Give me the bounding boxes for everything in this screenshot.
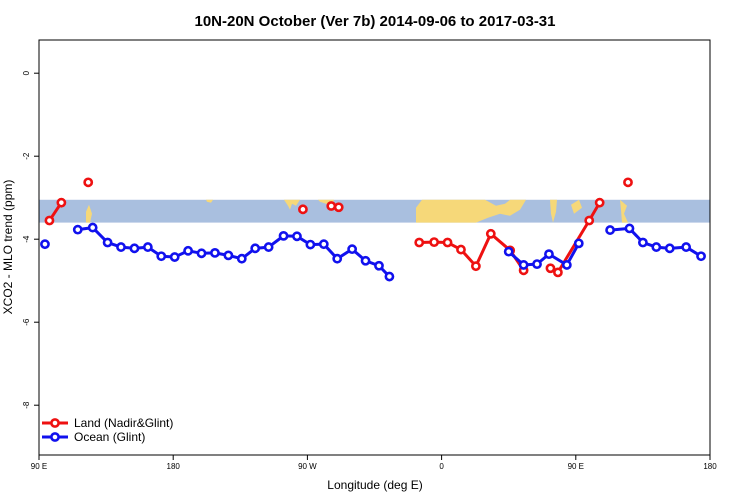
- data-point: [83, 177, 94, 188]
- y-axis-label: XCO2 - MLO trend (ppm): [1, 180, 15, 315]
- x-tick-label: 0: [439, 462, 444, 471]
- data-point: [584, 215, 595, 226]
- chart-title: 10N-20N October (Ver 7b) 2014-09-06 to 2…: [194, 13, 555, 30]
- data-point: [470, 261, 481, 272]
- data-point: [169, 252, 180, 262]
- y-tick-label: -8: [22, 401, 31, 409]
- plot-border: [38, 39, 711, 456]
- map-band-ocean: [39, 199, 710, 223]
- data-point: [384, 271, 395, 282]
- map-land-0: [86, 204, 92, 223]
- data-point: [56, 197, 67, 208]
- data-point: [518, 260, 529, 270]
- data-point: [44, 215, 55, 226]
- map-land-4: [416, 199, 526, 223]
- y-tick-label: -4: [22, 235, 31, 243]
- series-layer: [40, 177, 706, 282]
- x-tick-label: 90 E: [31, 462, 47, 471]
- series-1: [40, 222, 706, 282]
- data-point: [544, 249, 554, 260]
- data-point: [210, 247, 220, 258]
- map-land-6: [571, 199, 582, 214]
- data-point: [102, 237, 113, 248]
- legend: Land (Nadir&Glint)Ocean (Glint): [42, 416, 173, 444]
- data-point: [292, 231, 302, 242]
- data-point: [72, 224, 83, 235]
- data-point: [429, 237, 440, 248]
- x-tick-label: 90 W: [298, 462, 317, 471]
- y-axis: 0 -2 -4 -6 -8: [22, 70, 39, 409]
- data-point: [196, 248, 207, 259]
- data-point: [360, 255, 371, 266]
- data-point: [332, 253, 343, 264]
- x-tick-label: 90 E: [568, 462, 584, 471]
- data-point: [374, 260, 384, 271]
- data-point: [456, 244, 466, 255]
- data-point: [87, 222, 98, 233]
- data-point: [545, 263, 556, 274]
- data-point: [250, 243, 261, 254]
- data-point: [573, 238, 584, 249]
- map-land-1: [206, 199, 213, 203]
- data-point: [223, 250, 234, 261]
- x-tick-label: 180: [703, 462, 717, 471]
- data-point: [624, 223, 635, 234]
- legend-marker: [50, 432, 60, 442]
- legend-label: Land (Nadir&Glint): [74, 416, 173, 430]
- data-point: [503, 246, 514, 257]
- data-point: [561, 260, 572, 270]
- plot-frame: [38, 39, 711, 456]
- data-point: [183, 245, 194, 256]
- data-point: [623, 177, 633, 188]
- data-point: [278, 230, 289, 241]
- map-land-2: [284, 199, 300, 210]
- y-tick-label: 0: [22, 70, 31, 75]
- data-point: [142, 242, 153, 252]
- data-point: [664, 243, 675, 254]
- data-point: [605, 225, 615, 235]
- data-point: [318, 239, 329, 250]
- data-point: [414, 237, 425, 248]
- data-point: [594, 197, 605, 208]
- data-point: [442, 237, 453, 248]
- map-land-7: [620, 199, 628, 223]
- data-point: [326, 201, 337, 211]
- data-point: [116, 242, 126, 252]
- legend-label: Ocean (Glint): [74, 430, 145, 444]
- data-point: [696, 251, 706, 262]
- data-point: [638, 237, 648, 248]
- data-point: [347, 244, 358, 255]
- data-point: [681, 242, 692, 252]
- x-axis: 90 E 180 90 W 0 90 E 180: [31, 455, 717, 471]
- data-point: [553, 267, 563, 278]
- data-point: [40, 239, 50, 250]
- data-point: [263, 242, 274, 252]
- x-axis-label: Longitude (deg E): [327, 478, 422, 492]
- data-point: [485, 228, 496, 239]
- x-tick-label: 180: [167, 462, 181, 471]
- data-point: [651, 242, 662, 252]
- data-point: [305, 239, 316, 250]
- map-band: [39, 199, 710, 223]
- data-point: [236, 253, 247, 264]
- y-tick-label: -2: [22, 152, 31, 160]
- map-land-5: [550, 199, 557, 223]
- data-point: [333, 202, 344, 213]
- data-point: [532, 259, 542, 269]
- data-point: [156, 251, 167, 262]
- series-line: [77, 226, 391, 278]
- data-point: [298, 204, 308, 215]
- data-point: [129, 243, 140, 254]
- legend-marker: [50, 418, 60, 428]
- y-tick-label: -6: [22, 318, 31, 326]
